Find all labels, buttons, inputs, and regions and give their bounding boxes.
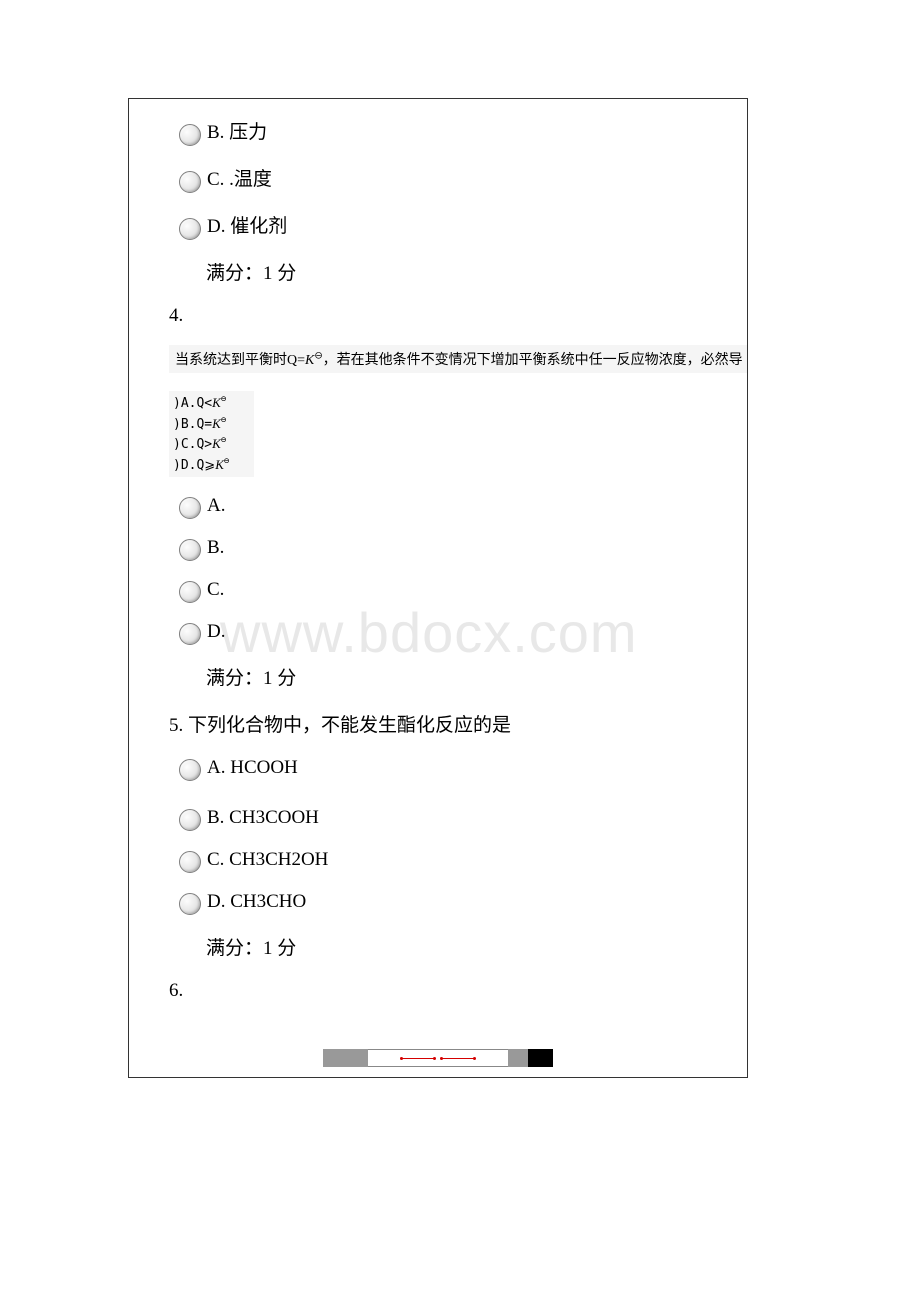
q4-options-image: )A.Q<K⊖ )B.Q=K⊖ )C.Q>K⊖ )D.Q⩾K⊖ <box>169 391 254 477</box>
q4-option-c[interactable]: C. <box>154 579 722 601</box>
option-label: C. CH3CH2OH <box>207 849 328 871</box>
radio-icon[interactable] <box>179 497 201 519</box>
radio-icon[interactable] <box>179 809 201 831</box>
option-label: A. HCOOH <box>207 757 298 779</box>
q5-option-c[interactable]: C. CH3CH2OH <box>154 849 722 871</box>
q5-text: 5. 下列化合物中，不能发生酯化反应的是 <box>154 710 722 737</box>
bar-segment-gray <box>508 1049 528 1067</box>
radio-icon[interactable] <box>179 171 201 193</box>
red-line-icon <box>402 1058 434 1059</box>
bar-segment-black <box>528 1049 553 1067</box>
option-label: D. 催化剂 <box>207 211 287 238</box>
radio-icon[interactable] <box>179 581 201 603</box>
q4-option-a[interactable]: A. <box>154 495 722 517</box>
option-label: B. <box>207 537 224 559</box>
q3-option-d[interactable]: D. 催化剂 <box>154 211 722 238</box>
q3-option-c[interactable]: C. .温度 <box>154 164 722 191</box>
page-footer-bar <box>323 1049 553 1067</box>
option-label: C. .温度 <box>207 164 272 191</box>
option-label: D. CH3CHO <box>207 891 306 913</box>
q4-option-b[interactable]: B. <box>154 537 722 559</box>
radio-icon[interactable] <box>179 893 201 915</box>
radio-icon[interactable] <box>179 539 201 561</box>
page-frame: B. 压力 C. .温度 D. 催化剂 满分：1 分 4. 当系统达到平衡时Q=… <box>128 98 748 1078</box>
q3-score: 满分：1 分 <box>154 258 722 285</box>
q3-option-b[interactable]: B. 压力 <box>154 117 722 144</box>
radio-icon[interactable] <box>179 124 201 146</box>
radio-icon[interactable] <box>179 218 201 240</box>
radio-icon[interactable] <box>179 623 201 645</box>
q5-option-d[interactable]: D. CH3CHO <box>154 891 722 913</box>
option-label: D. <box>207 621 225 643</box>
option-label: A. <box>207 495 225 517</box>
bar-segment-white <box>368 1049 508 1067</box>
option-label: B. CH3COOH <box>207 807 319 829</box>
q5-score: 满分：1 分 <box>154 933 722 960</box>
q4-score: 满分：1 分 <box>154 663 722 690</box>
red-line-icon <box>442 1058 474 1059</box>
q4-option-d[interactable]: D. <box>154 621 722 643</box>
option-label: B. 压力 <box>207 117 267 144</box>
bar-segment-gray <box>323 1049 368 1067</box>
radio-icon[interactable] <box>179 851 201 873</box>
q5-option-a[interactable]: A. HCOOH <box>154 757 722 779</box>
option-label: C. <box>207 579 224 601</box>
q4-question-image: 当系统达到平衡时Q=K⊖，若在其他条件不变情况下增加平衡系统中任一反应物浓度，必… <box>169 345 748 373</box>
q5-option-b[interactable]: B. CH3COOH <box>154 807 722 829</box>
radio-icon[interactable] <box>179 759 201 781</box>
q4-number: 4. <box>154 305 722 327</box>
q6-number: 6. <box>154 980 722 1002</box>
